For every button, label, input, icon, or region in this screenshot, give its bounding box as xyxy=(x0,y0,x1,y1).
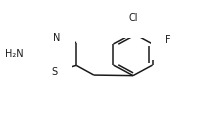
Text: S: S xyxy=(52,67,58,77)
Text: F: F xyxy=(165,35,171,45)
Text: Cl: Cl xyxy=(128,13,138,23)
Text: H₂N: H₂N xyxy=(5,49,23,59)
Text: N: N xyxy=(53,33,60,43)
